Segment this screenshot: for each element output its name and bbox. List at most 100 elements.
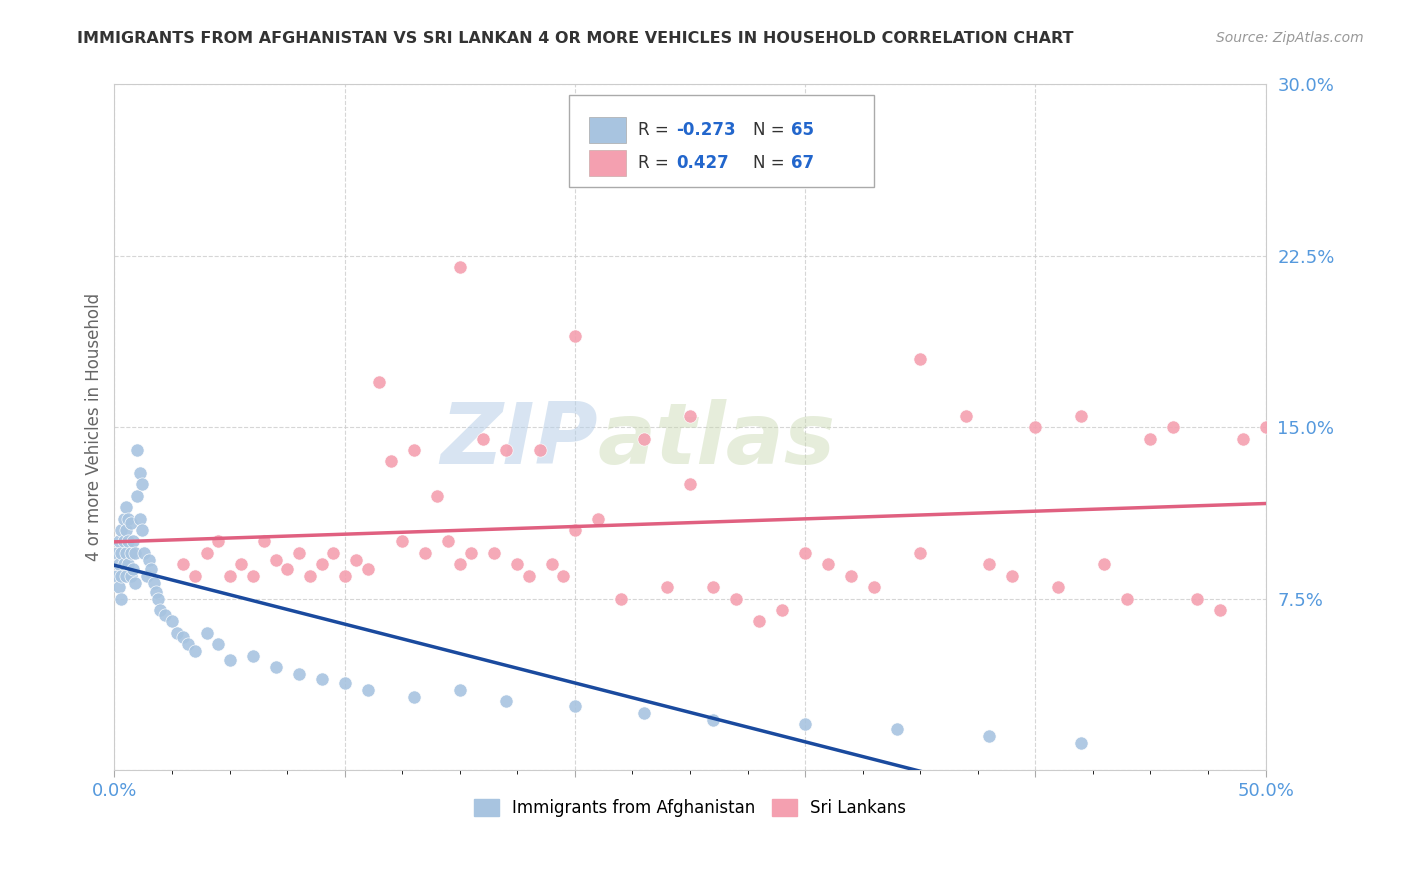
Point: [276, 562, 298, 576]
Point: [344, 553, 367, 567]
Point: [794, 546, 817, 560]
Point: [141, 562, 163, 576]
Point: [117, 511, 139, 525]
Point: [437, 534, 460, 549]
Point: [166, 626, 188, 640]
Point: [702, 580, 724, 594]
Legend: Immigrants from Afghanistan, Sri Lankans: Immigrants from Afghanistan, Sri Lankans: [467, 792, 912, 823]
Point: [794, 717, 817, 731]
Point: [1070, 409, 1092, 423]
Point: [1094, 558, 1116, 572]
Point: [1254, 420, 1277, 434]
Point: [127, 443, 149, 458]
Text: atlas: atlas: [598, 400, 837, 483]
Point: [115, 546, 138, 560]
Point: [564, 698, 586, 713]
Point: [1185, 591, 1208, 606]
Point: [1047, 580, 1070, 594]
Point: [770, 603, 793, 617]
Text: ZIP: ZIP: [440, 400, 598, 483]
Point: [356, 562, 378, 576]
Text: 65: 65: [792, 120, 814, 138]
Point: [449, 260, 471, 275]
Point: [311, 558, 333, 572]
Point: [356, 683, 378, 698]
Point: [287, 667, 309, 681]
Point: [108, 534, 131, 549]
Point: [564, 328, 586, 343]
Point: [495, 694, 517, 708]
Point: [105, 546, 128, 560]
Point: [586, 511, 609, 525]
Point: [564, 523, 586, 537]
Point: [839, 568, 862, 582]
Point: [110, 591, 132, 606]
Point: [610, 591, 633, 606]
Point: [322, 546, 344, 560]
Point: [910, 351, 932, 366]
Point: [120, 568, 142, 582]
Point: [460, 546, 482, 560]
Point: [679, 409, 702, 423]
Point: [242, 648, 264, 663]
Point: [264, 553, 287, 567]
Point: [529, 443, 551, 458]
Point: [195, 626, 218, 640]
Point: [207, 637, 229, 651]
Point: [748, 615, 770, 629]
Point: [110, 568, 132, 582]
Point: [1024, 420, 1046, 434]
Point: [979, 729, 1001, 743]
Point: [368, 375, 391, 389]
Point: [380, 454, 402, 468]
Point: [120, 546, 142, 560]
Point: [402, 443, 425, 458]
Point: [128, 466, 150, 480]
FancyBboxPatch shape: [569, 95, 875, 187]
Point: [108, 580, 131, 594]
Point: [146, 591, 169, 606]
Point: [725, 591, 748, 606]
Point: [426, 489, 449, 503]
Point: [124, 546, 146, 560]
Point: [1232, 432, 1254, 446]
Point: [484, 546, 506, 560]
Point: [655, 580, 678, 594]
Point: [633, 432, 655, 446]
Text: R =: R =: [638, 153, 675, 171]
Point: [218, 653, 240, 667]
Point: [131, 523, 153, 537]
Point: [817, 558, 839, 572]
Point: [128, 511, 150, 525]
Point: [131, 477, 153, 491]
Point: [121, 534, 143, 549]
Point: [287, 546, 309, 560]
Text: IMMIGRANTS FROM AFGHANISTAN VS SRI LANKAN 4 OR MORE VEHICLES IN HOUSEHOLD CORREL: IMMIGRANTS FROM AFGHANISTAN VS SRI LANKA…: [77, 31, 1074, 46]
Bar: [589, 117, 626, 143]
Point: [1070, 735, 1092, 749]
Point: [108, 558, 131, 572]
Point: [138, 553, 160, 567]
Point: [910, 546, 932, 560]
Point: [184, 568, 207, 582]
Point: [955, 409, 977, 423]
Point: [886, 722, 908, 736]
Text: N =: N =: [754, 153, 790, 171]
Point: [195, 546, 218, 560]
Point: [121, 562, 143, 576]
Text: 67: 67: [792, 153, 814, 171]
Point: [153, 607, 176, 622]
Point: [311, 672, 333, 686]
Point: [172, 558, 194, 572]
Text: N =: N =: [754, 120, 790, 138]
Point: [145, 584, 167, 599]
Point: [110, 546, 132, 560]
Point: [517, 568, 540, 582]
Point: [117, 558, 139, 572]
Text: Source: ZipAtlas.com: Source: ZipAtlas.com: [1216, 31, 1364, 45]
Point: [110, 523, 132, 537]
Point: [449, 558, 471, 572]
Point: [391, 534, 413, 549]
Point: [112, 534, 135, 549]
Point: [124, 575, 146, 590]
